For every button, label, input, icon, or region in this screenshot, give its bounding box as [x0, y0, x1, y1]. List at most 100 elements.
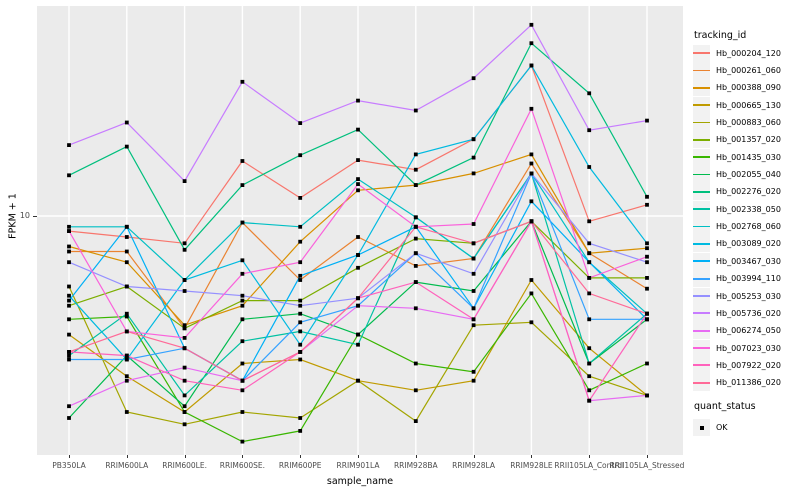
legend-key [693, 44, 710, 62]
data-point [529, 171, 534, 176]
legend-item-label: Hb_003994_110 [716, 274, 781, 284]
data-point [587, 219, 592, 224]
data-point [645, 246, 649, 251]
data-point [124, 249, 129, 254]
legend-key [693, 131, 710, 149]
data-point [413, 388, 418, 393]
legend-item-label: Hb_000665_130 [716, 100, 781, 110]
data-point [587, 128, 592, 133]
data-point [124, 235, 129, 239]
legend-key-line-icon [693, 295, 710, 297]
data-point [471, 76, 476, 81]
data-point [182, 241, 187, 246]
legend-key-line-icon [693, 138, 710, 141]
data-point [124, 357, 129, 362]
x-tick-label: RRIM928BA [393, 461, 438, 470]
data-point [240, 317, 245, 322]
data-point [182, 410, 187, 414]
data-point [298, 311, 303, 316]
data-point [471, 256, 476, 261]
x-tick-mark [184, 455, 186, 458]
data-point [413, 419, 418, 423]
legend-key [693, 322, 710, 340]
data-point [67, 260, 71, 265]
y-tick-label: 10 [19, 211, 30, 220]
legend-key [693, 235, 710, 253]
data-point [645, 202, 649, 207]
data-point [645, 311, 649, 316]
legend-key [693, 218, 710, 236]
x-tick-label: RRIM600SE. [219, 461, 266, 470]
legend-key-line-icon [693, 277, 710, 280]
x-tick-mark [589, 455, 591, 458]
data-point [67, 143, 71, 147]
x-tick-label: RRII105LA_Stressed [609, 461, 685, 470]
legend-item-label: Hb_003467_030 [716, 256, 781, 266]
data-point [298, 278, 303, 282]
data-point [356, 182, 360, 186]
data-point [471, 369, 476, 374]
data-point [298, 273, 303, 278]
data-point [645, 276, 649, 280]
legend-key [693, 183, 710, 201]
black-square-point-icon [699, 425, 704, 430]
data-point [413, 251, 418, 256]
data-point [645, 286, 649, 291]
legend-key-line-icon [693, 52, 710, 54]
data-point [413, 215, 418, 220]
data-point [471, 323, 476, 328]
data-point [471, 137, 476, 142]
data-point [471, 155, 476, 160]
data-point [67, 416, 71, 420]
data-point [529, 22, 534, 27]
legend-key-line-icon [693, 381, 710, 384]
data-point [298, 416, 303, 420]
legend-item-label: Hb_011386_020 [716, 378, 781, 388]
data-point [587, 388, 592, 393]
data-point [124, 314, 129, 319]
data-point [645, 241, 649, 246]
legend-item-label: Hb_002276_020 [716, 187, 781, 197]
data-point [471, 271, 476, 276]
data-point [240, 159, 245, 163]
legend-key [693, 304, 710, 322]
x-tick-label: PB350LA [52, 461, 86, 470]
data-point [587, 91, 592, 96]
data-point [240, 388, 245, 393]
legend-key [693, 339, 710, 357]
x-tick-label: RRIM901LA [336, 461, 380, 470]
data-point [240, 271, 245, 276]
x-tick-mark [531, 455, 533, 458]
legend-key-line-icon [693, 347, 710, 349]
x-tick-mark [300, 455, 302, 458]
legend-item-label: Hb_000883_060 [716, 118, 781, 127]
data-point [124, 410, 129, 414]
legend-item-label: Hb_005253_030 [716, 291, 781, 301]
data-point [298, 239, 303, 244]
legend-key [693, 114, 710, 131]
data-point [587, 276, 592, 280]
legend-key [693, 79, 710, 97]
legend-item-label: Hb_005736_020 [716, 308, 781, 318]
data-point [298, 357, 303, 362]
data-point [124, 374, 129, 379]
legend-key-line-icon [693, 104, 710, 107]
legend-item-label: Hb_007023_030 [716, 343, 781, 353]
chart-canvas [37, 6, 683, 455]
plot-panel [37, 6, 683, 455]
x-tick-mark [647, 455, 648, 458]
data-point [356, 127, 360, 132]
data-point [67, 303, 71, 308]
legend-key-line-icon [693, 329, 710, 332]
data-point [356, 235, 360, 239]
data-point [356, 253, 360, 257]
data-point [182, 393, 187, 398]
data-point [67, 224, 71, 229]
data-point [182, 365, 187, 370]
data-point [67, 332, 71, 337]
data-point [471, 171, 476, 176]
data-point [182, 336, 187, 340]
x-tick-mark [242, 455, 244, 458]
data-point [124, 353, 129, 358]
data-point [471, 306, 476, 311]
